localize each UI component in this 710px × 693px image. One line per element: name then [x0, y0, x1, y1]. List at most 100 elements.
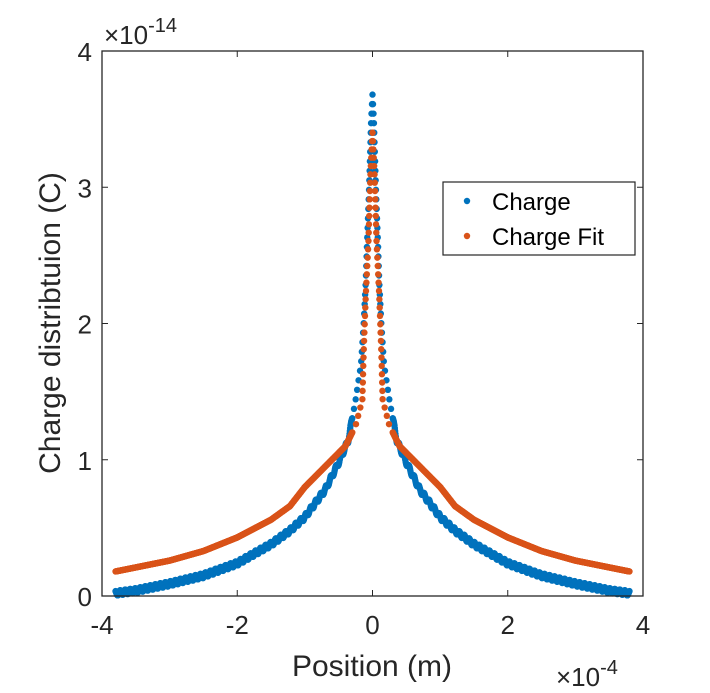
series-charge	[112, 91, 633, 599]
data-point	[383, 412, 391, 420]
data-point	[378, 354, 385, 361]
data-point	[384, 386, 392, 394]
data-point	[368, 154, 375, 161]
data-point	[379, 387, 386, 395]
data-point	[626, 568, 633, 575]
data-point	[363, 271, 371, 278]
data-point	[365, 237, 372, 245]
data-point	[366, 187, 374, 195]
data-point	[378, 346, 385, 353]
y-exponent-label: ×10-14	[104, 15, 177, 50]
series-charge-fit	[112, 129, 633, 575]
data-point	[363, 279, 370, 286]
data-point	[373, 229, 380, 236]
legend-label-charge: Charge	[492, 189, 571, 216]
data-point	[359, 395, 366, 403]
data-point	[389, 415, 396, 422]
y-tick-label: 2	[78, 310, 92, 340]
data-point	[371, 187, 379, 195]
data-point	[377, 329, 384, 336]
data-point	[349, 415, 356, 422]
ticks	[101, 50, 644, 597]
data-point	[379, 395, 386, 403]
data-point	[372, 204, 379, 211]
data-point	[112, 568, 119, 575]
data-point	[364, 254, 371, 261]
data-point	[359, 371, 367, 378]
data-point	[376, 312, 384, 320]
data-point	[361, 329, 368, 336]
data-point	[368, 110, 375, 117]
x-tick-label: -2	[226, 610, 249, 640]
legend-marker-charge	[463, 197, 471, 205]
data-point	[367, 119, 375, 127]
data-point	[352, 396, 359, 403]
data-point	[364, 262, 371, 270]
data-point	[374, 271, 382, 278]
data-point	[357, 404, 364, 411]
data-point	[360, 337, 368, 345]
x-tick-labels: -4 -2 0 2 4	[90, 610, 650, 640]
y-tick-labels: 0 1 2 3 4	[78, 37, 92, 612]
x-tick-label: 4	[636, 610, 650, 640]
data-point	[360, 362, 367, 370]
data-point	[360, 346, 367, 353]
data-point	[377, 321, 384, 328]
data-point	[375, 279, 382, 286]
data-point	[353, 386, 361, 394]
y-tick-label: 4	[78, 37, 92, 67]
x-tick-label: 0	[365, 610, 379, 640]
legend-marker-charge-fit	[463, 232, 471, 240]
legend-label-charge-fit: Charge Fit	[492, 224, 604, 251]
data-point	[376, 296, 383, 303]
x-exponent-label: ×10-4	[556, 657, 618, 692]
data-point	[372, 212, 379, 220]
data-point	[359, 387, 366, 395]
data-point	[367, 162, 375, 170]
data-point	[360, 354, 367, 361]
data-point	[350, 405, 358, 413]
data-point	[366, 204, 373, 211]
data-point	[352, 420, 360, 428]
data-point	[381, 404, 388, 411]
data-point	[361, 321, 368, 328]
data-point	[387, 405, 395, 413]
data-point	[362, 304, 369, 311]
data-point	[366, 212, 373, 220]
data-point	[349, 429, 356, 436]
data-point	[368, 100, 376, 108]
y-tick-label: 1	[78, 446, 92, 476]
y-tick-label: 0	[78, 582, 92, 612]
y-tick-label: 3	[78, 173, 92, 203]
data-point	[386, 396, 393, 403]
data-point	[372, 196, 379, 203]
data-point	[369, 129, 376, 136]
data-point	[367, 179, 374, 186]
legend-box	[442, 181, 636, 256]
data-point	[365, 229, 372, 236]
data-point	[359, 379, 367, 386]
data-point	[367, 171, 374, 178]
data-point	[374, 262, 381, 270]
x-tick-label: -4	[90, 610, 113, 640]
x-tick-label: 2	[501, 610, 515, 640]
data-point	[364, 246, 372, 253]
legend: Charge Charge Fit	[442, 181, 636, 256]
data-point	[373, 237, 380, 245]
data-point	[368, 146, 375, 153]
data-point	[368, 137, 376, 145]
y-axis-label: Charge distribtuion (C)	[34, 172, 67, 474]
data-point	[362, 287, 370, 295]
data-point	[361, 312, 369, 320]
plot-area	[112, 91, 633, 599]
data-point	[378, 371, 386, 378]
data-point	[385, 420, 393, 428]
data-point	[354, 412, 362, 420]
data-point	[366, 196, 373, 203]
data-point	[378, 379, 386, 386]
data-point	[374, 254, 381, 261]
data-point	[373, 246, 381, 253]
data-point	[369, 91, 376, 98]
data-point	[372, 221, 380, 228]
